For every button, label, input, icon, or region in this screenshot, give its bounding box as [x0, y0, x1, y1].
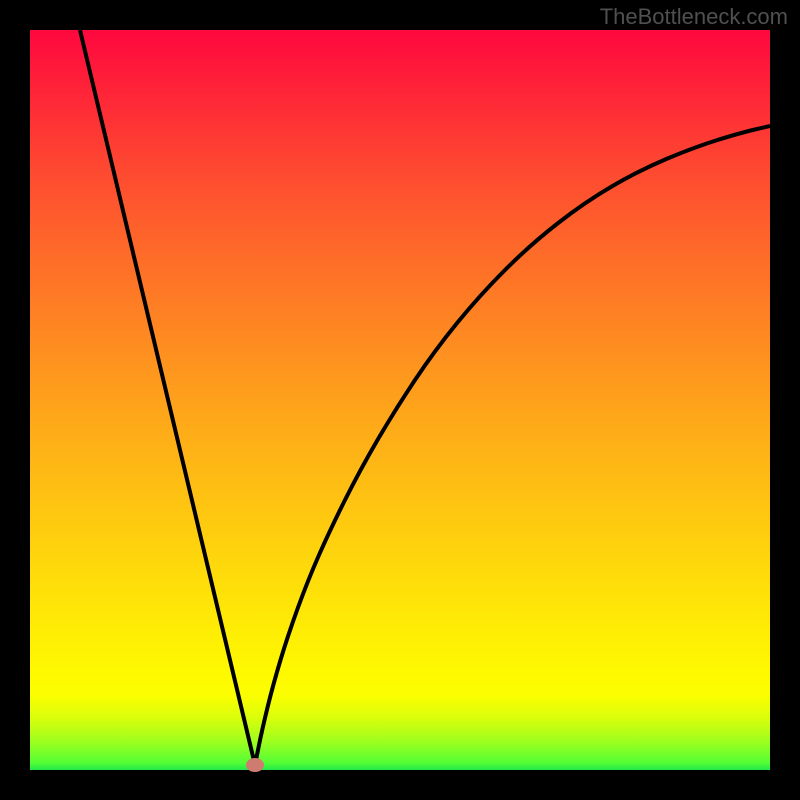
- optimal-point-marker: [246, 758, 264, 772]
- chart-plot-area: [30, 30, 770, 770]
- watermark-text: TheBottleneck.com: [600, 4, 788, 30]
- bottleneck-curve: [30, 30, 770, 770]
- curve-path: [80, 30, 770, 765]
